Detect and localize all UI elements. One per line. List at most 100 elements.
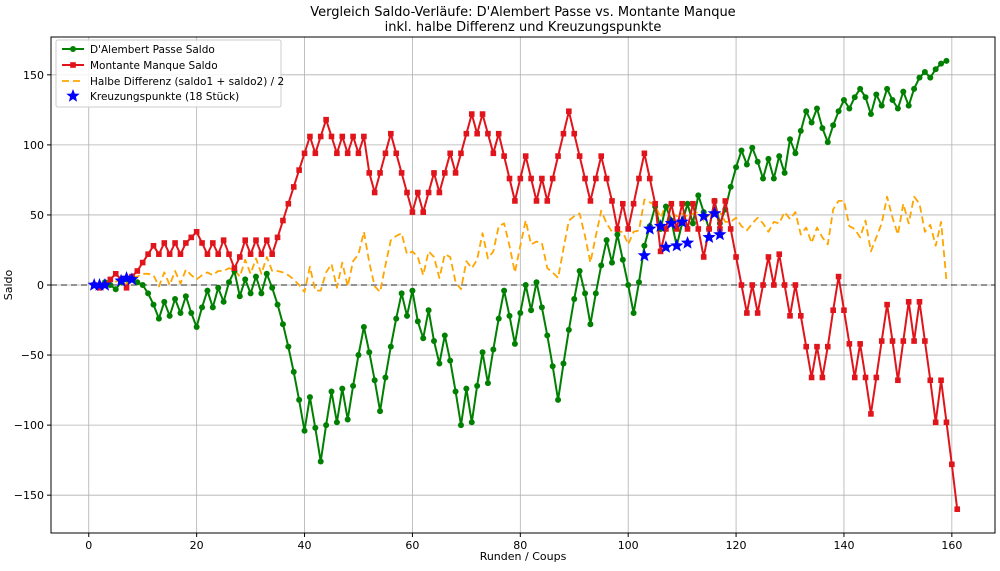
data-point-montante <box>765 254 772 260</box>
y-tick-label: 50 <box>30 209 44 222</box>
data-point-montante <box>814 343 820 350</box>
data-point-montante <box>334 150 340 157</box>
data-point-montante <box>593 175 599 182</box>
y-axis-ticks: −150 −100 −50 0 50 100 150 <box>14 69 51 502</box>
data-point-dalembert <box>414 318 421 325</box>
data-point-montante <box>307 133 313 140</box>
data-point-montante <box>544 198 551 204</box>
data-point-dalembert <box>609 259 616 266</box>
legend-label-crossings: Kreuzungspunkte (18 Stück) <box>90 91 239 103</box>
legend-label-dalembert: D'Alembert Passe Saldo <box>90 44 215 56</box>
data-point-dalembert <box>905 102 912 109</box>
data-point-montante <box>803 343 809 350</box>
data-point-montante <box>156 251 162 257</box>
data-point-montante <box>290 184 297 190</box>
data-point-montante <box>722 198 729 204</box>
data-point-montante <box>679 200 685 207</box>
data-point-montante <box>695 226 702 232</box>
data-point-montante <box>749 282 756 288</box>
data-point-montante <box>501 153 507 159</box>
legend-swatches <box>62 46 84 102</box>
data-point-dalembert <box>614 231 621 238</box>
data-point-dalembert <box>555 396 562 403</box>
y-tick-label: 100 <box>23 139 44 152</box>
data-point-dalembert <box>792 150 799 157</box>
chart-title: Vergleich Saldo-Verläufe: D'Alembert Pas… <box>310 5 735 20</box>
data-point-dalembert <box>112 286 119 293</box>
data-point-montante <box>134 268 141 274</box>
crossing-point-star <box>125 272 139 286</box>
data-point-dalembert <box>894 105 901 112</box>
data-point-montante <box>323 116 329 123</box>
data-point-montante <box>776 251 783 257</box>
data-point-montante <box>619 200 626 207</box>
crossing-point-star <box>675 214 689 228</box>
data-point-dalembert <box>312 424 319 431</box>
data-point-dalembert <box>350 382 357 389</box>
data-point-dalembert <box>873 91 880 98</box>
data-point-dalembert <box>269 284 276 291</box>
data-point-dalembert <box>145 290 152 297</box>
data-point-montante <box>598 153 605 159</box>
data-point-montante <box>857 341 863 347</box>
data-point-dalembert <box>360 324 367 331</box>
data-point-montante <box>220 237 227 243</box>
data-point-montante <box>706 226 712 232</box>
data-point-dalembert <box>846 105 853 112</box>
data-point-montante <box>112 270 119 277</box>
data-point-montante <box>328 133 335 140</box>
x-tick-label: 0 <box>85 539 92 552</box>
data-point-montante <box>841 307 847 314</box>
data-point-montante <box>269 251 275 257</box>
data-point-dalembert <box>603 237 610 244</box>
data-point-dalembert <box>641 242 648 249</box>
data-point-montante <box>808 374 815 381</box>
data-point-montante <box>539 175 545 182</box>
data-point-dalembert <box>927 74 934 81</box>
crossing-point-star <box>92 278 107 291</box>
data-point-dalembert <box>371 377 378 384</box>
data-point-montante <box>166 251 173 257</box>
data-point-montante <box>905 299 912 305</box>
y-tick-label: −100 <box>14 419 44 432</box>
data-point-dalembert <box>285 343 292 350</box>
crossing-points <box>87 206 727 291</box>
data-point-dalembert <box>835 108 842 115</box>
data-point-dalembert <box>501 287 508 294</box>
data-point-dalembert <box>695 192 702 199</box>
data-point-dalembert <box>274 301 281 308</box>
data-point-montante <box>684 226 691 232</box>
crossing-point-star <box>680 236 695 249</box>
data-point-dalembert <box>549 363 556 370</box>
data-point-dalembert <box>689 220 696 227</box>
data-point-montante <box>371 189 378 196</box>
x-tick-label: 20 <box>190 539 204 552</box>
data-point-montante <box>927 377 934 384</box>
data-point-montante <box>355 150 362 157</box>
data-point-dalembert <box>452 388 459 395</box>
data-point-dalembert <box>522 282 529 288</box>
legend-label-half-difference: Halbe Differenz (saldo1 + saldo2) / 2 <box>90 76 284 88</box>
data-point-montante <box>900 338 907 344</box>
data-point-montante <box>733 254 739 260</box>
data-point-dalembert <box>727 183 734 190</box>
data-point-dalembert <box>204 287 211 294</box>
data-point-dalembert <box>770 175 777 182</box>
data-point-montante <box>862 374 869 381</box>
data-point-dalembert <box>333 419 340 426</box>
data-point-montante <box>447 150 453 157</box>
data-point-montante <box>938 377 944 384</box>
data-point-dalembert <box>840 97 847 104</box>
data-point-dalembert <box>862 94 869 101</box>
crossing-point-star <box>664 216 678 229</box>
data-point-montante <box>177 251 184 257</box>
data-point-dalembert <box>533 279 540 286</box>
data-point-dalembert <box>226 279 233 286</box>
data-point-montante <box>711 198 718 204</box>
data-point-montante <box>188 234 195 241</box>
data-point-montante <box>576 153 583 159</box>
data-point-montante <box>150 242 157 249</box>
data-point-montante <box>512 198 518 204</box>
data-point-montante <box>787 313 793 319</box>
